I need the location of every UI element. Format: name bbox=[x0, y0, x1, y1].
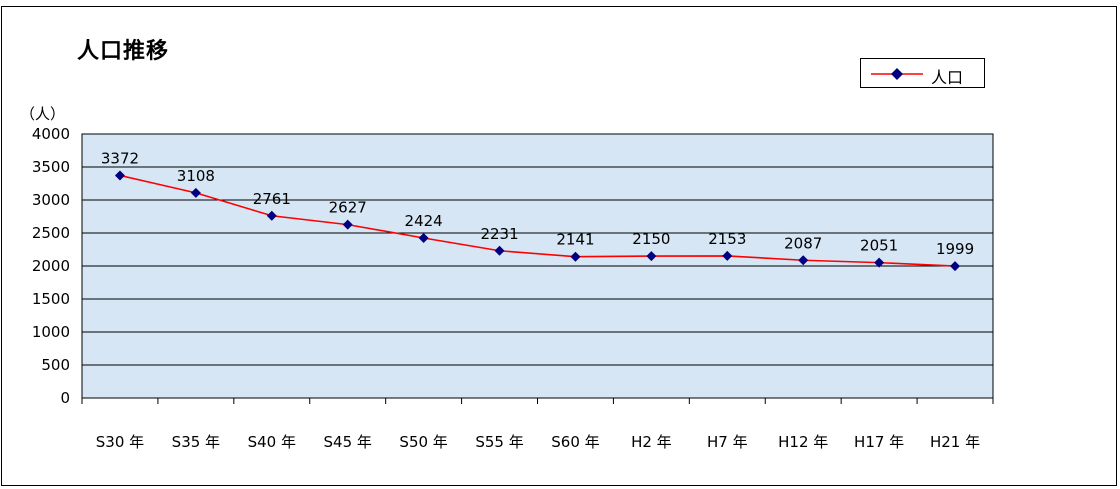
data-label: 2087 bbox=[784, 234, 822, 252]
data-label: 3108 bbox=[177, 167, 215, 185]
legend-line-marker-icon bbox=[871, 68, 923, 80]
legend-series-label: 人口 bbox=[931, 68, 964, 87]
data-label: 2231 bbox=[480, 225, 518, 243]
data-point bbox=[190, 187, 201, 198]
x-tick-label: H21 年 bbox=[930, 433, 980, 451]
data-label: 2761 bbox=[253, 190, 291, 208]
data-point bbox=[950, 261, 961, 272]
x-tick-label: S50 年 bbox=[399, 433, 447, 451]
x-tick-label: S45 年 bbox=[324, 433, 372, 451]
data-point bbox=[494, 245, 505, 256]
data-point bbox=[418, 233, 429, 244]
y-tick-label: 4000 bbox=[32, 125, 70, 143]
x-tick-label: H12 年 bbox=[778, 433, 828, 451]
y-tick-label: 1500 bbox=[32, 290, 70, 308]
x-tick-label: H17 年 bbox=[854, 433, 904, 451]
data-label: 2150 bbox=[632, 230, 670, 248]
y-tick-label: 3500 bbox=[32, 158, 70, 176]
data-label: 1999 bbox=[936, 240, 974, 258]
data-label: 2424 bbox=[405, 212, 443, 230]
y-tick-label: 0 bbox=[60, 389, 70, 407]
x-tick-label: S60 年 bbox=[551, 433, 599, 451]
series-line-人口 bbox=[119, 174, 956, 267]
data-label: 3372 bbox=[101, 149, 139, 167]
chart-title: 人口推移 bbox=[77, 39, 170, 64]
x-tick-label: H7 年 bbox=[707, 433, 748, 451]
data-label: 2627 bbox=[329, 199, 367, 217]
x-tick-label: H2 年 bbox=[631, 433, 672, 451]
data-point bbox=[570, 251, 581, 262]
y-tick-label: 2000 bbox=[32, 257, 70, 275]
y-tick-label: 3000 bbox=[32, 191, 70, 209]
data-label: 2141 bbox=[556, 231, 594, 249]
y-tick-label: 500 bbox=[41, 356, 70, 374]
y-tick-label: 2500 bbox=[32, 224, 70, 242]
data-point bbox=[114, 170, 125, 181]
data-point bbox=[798, 255, 809, 266]
data-point bbox=[342, 219, 353, 230]
x-tick-label: S55 年 bbox=[475, 433, 523, 451]
data-label: 2153 bbox=[708, 230, 746, 248]
y-axis-unit-label: （人） bbox=[20, 105, 66, 123]
data-point bbox=[722, 250, 733, 261]
legend: 人口 bbox=[860, 58, 985, 88]
x-tick-label: S35 年 bbox=[172, 433, 220, 451]
data-point bbox=[266, 210, 277, 221]
x-tick-label: S30 年 bbox=[96, 433, 144, 451]
x-tick-label: S40 年 bbox=[248, 433, 296, 451]
y-tick-label: 1000 bbox=[32, 323, 70, 341]
data-label: 2051 bbox=[860, 237, 898, 255]
data-point bbox=[646, 251, 657, 262]
data-point bbox=[874, 257, 885, 268]
